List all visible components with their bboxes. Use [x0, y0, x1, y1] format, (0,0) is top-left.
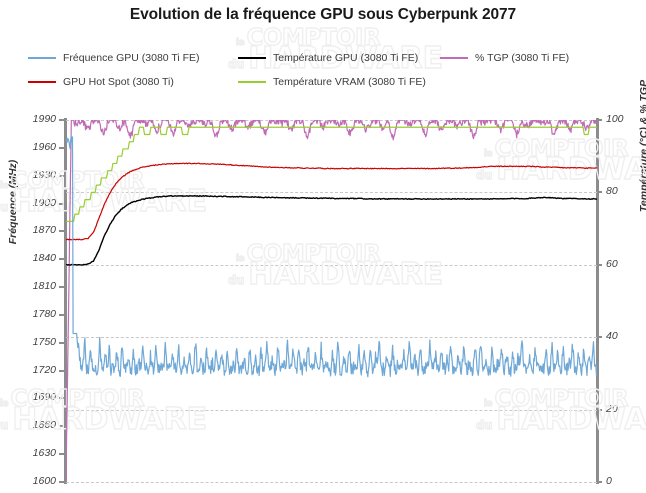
series-line-gpu-hot-spot-3080-ti: [66, 162, 597, 241]
y-axis-right-tickmark: [597, 191, 602, 194]
gridline: [66, 264, 597, 266]
y-axis-left-tick-label: 1930: [32, 168, 56, 181]
legend-swatch-icon: [238, 57, 266, 59]
y-axis-left-tickmark: [59, 230, 64, 233]
legend-item-temperature-vram[interactable]: Température VRAM (3080 Ti FE): [238, 76, 426, 88]
y-axis-right-tickmark: [597, 408, 602, 411]
y-axis-left-tick-label: 1600: [32, 475, 56, 487]
y-axis-left-tickmark: [59, 425, 64, 428]
chart-legend: Fréquence GPU (3080 Ti FE) Température G…: [0, 50, 646, 96]
y-axis-left-tickmark: [59, 397, 64, 400]
y-axis-left-tickmark: [59, 202, 64, 205]
y-axis-left-tickmark: [59, 174, 64, 177]
y-axis-right-tick-label: 20: [606, 402, 618, 415]
watermark-top: le COMPTOIR: [235, 25, 381, 51]
y-axis-right-tickmark: [597, 481, 602, 483]
y-axis-left-tick-label: 1870: [32, 224, 56, 237]
legend-item-tgp[interactable]: % TGP (3080 Ti FE): [440, 52, 569, 64]
series-line-tgp-3080-ti-fe: [66, 120, 597, 482]
y-axis-left-tick-label: 1630: [32, 447, 56, 460]
y-axis-right-tick-label: 40: [606, 330, 618, 343]
legend-swatch-icon: [440, 57, 468, 59]
y-axis-right-title: Température (°C) & % TGP: [638, 79, 646, 213]
y-axis-left-tick-label: 1690: [32, 391, 56, 404]
y-axis-left-tick-label: 1720: [32, 363, 56, 376]
series-svg: [66, 120, 597, 482]
y-axis-left-tick-label: 1990: [32, 113, 56, 125]
y-axis-right-tick-label: 0: [606, 475, 612, 487]
y-axis-left-tick-label: 1810: [32, 280, 56, 293]
y-axis-right-tick-label: 100: [606, 113, 624, 125]
legend-row-2: GPU Hot Spot (3080 Ti) Température VRAM …: [0, 74, 646, 94]
series-line-temp-rature-gpu-3080-ti-fe: [66, 194, 597, 266]
legend-swatch-icon: [28, 81, 56, 83]
y-axis-right-tickmark: [597, 119, 602, 121]
y-axis-left-tickmark: [59, 286, 64, 289]
legend-label: Température GPU (3080 Ti FE): [273, 52, 419, 64]
legend-label: Fréquence GPU (3080 Ti FE): [63, 52, 200, 64]
gridline: [66, 192, 597, 194]
legend-label: Température VRAM (3080 Ti FE): [273, 76, 426, 88]
gridline: [66, 482, 597, 483]
plot-area: le COMPTOIR du HARDWARE le COMPTOIR du H…: [0, 120, 646, 483]
legend-item-gpu-hot-spot[interactable]: GPU Hot Spot (3080 Ti): [28, 76, 174, 88]
y-axis-left-tick-label: 1780: [32, 307, 56, 320]
legend-label: % TGP (3080 Ti FE): [475, 52, 570, 64]
y-axis-left-tick-label: 1660: [32, 419, 56, 432]
y-axis-left-tick-label: 1750: [32, 335, 56, 348]
page-title: Evolution de la fréquence GPU sous Cyber…: [129, 6, 517, 23]
y-axis-right-tickmark: [597, 336, 602, 339]
legend-swatch-icon: [238, 81, 266, 83]
legend-item-temperature-gpu[interactable]: Température GPU (3080 Ti FE): [238, 52, 418, 64]
y-axis-left-tickmark: [59, 119, 64, 121]
y-axis-left-tickmark: [59, 258, 64, 261]
series-line-temp-rature-vram-3080-ti-fe: [66, 126, 597, 222]
y-axis-left-tickmark: [59, 341, 64, 344]
y-axis-left-spine: [64, 118, 67, 484]
y-axis-right-tick-label: 80: [606, 185, 618, 198]
legend-item-frequence-gpu[interactable]: Fréquence GPU (3080 Ti FE): [28, 52, 200, 64]
legend-swatch-icon: [28, 57, 56, 59]
series-line-fr-quence-gpu-3080-ti-fe: [66, 135, 597, 378]
legend-label: GPU Hot Spot (3080 Ti): [63, 76, 174, 88]
y-axis-left-tick-label: 1900: [32, 196, 56, 209]
y-axis-left-tick-label: 1840: [32, 252, 56, 265]
y-axis-left-tickmark: [59, 369, 64, 372]
y-axis-left-tick-label: 1960: [32, 140, 56, 153]
y-axis-right-tick-label: 60: [606, 257, 618, 270]
gridline: [66, 337, 597, 339]
legend-row-1: Fréquence GPU (3080 Ti FE) Température G…: [0, 50, 646, 70]
y-axis-right-tickmark: [597, 263, 602, 266]
y-axis-left-tickmark: [59, 453, 64, 456]
y-axis-left-tickmark: [59, 146, 64, 149]
gridline: [66, 409, 597, 411]
y-axis-left-tickmark: [59, 481, 64, 483]
y-axis-right-spine: [596, 118, 599, 484]
y-axis-left-tickmark: [59, 313, 64, 316]
